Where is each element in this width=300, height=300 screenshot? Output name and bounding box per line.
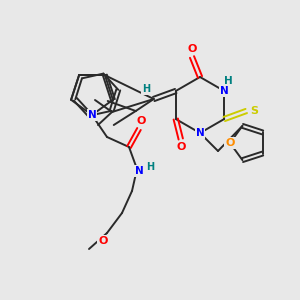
Text: O: O — [176, 142, 185, 152]
Text: S: S — [250, 106, 258, 116]
Text: N: N — [88, 110, 96, 120]
Text: O: O — [136, 116, 146, 126]
Text: H: H — [224, 76, 233, 86]
Text: O: O — [98, 236, 108, 246]
Text: N: N — [135, 166, 143, 176]
Text: O: O — [225, 138, 235, 148]
Text: O: O — [187, 44, 197, 54]
Text: H: H — [146, 162, 154, 172]
Text: N: N — [220, 86, 229, 96]
Text: N: N — [196, 128, 204, 138]
Text: H: H — [142, 84, 150, 94]
